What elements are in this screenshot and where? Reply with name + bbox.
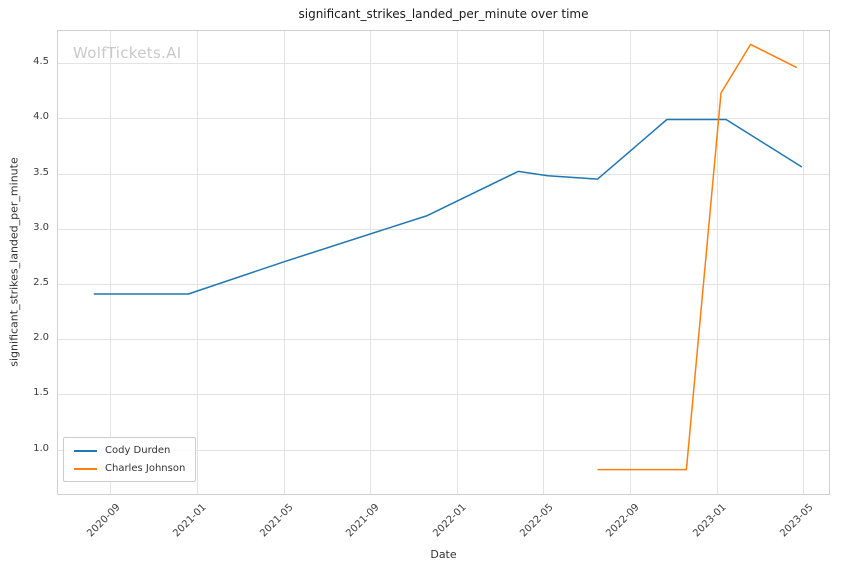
y-tick-label: 2.5 xyxy=(33,277,49,289)
chart-title: significant_strikes_landed_per_minute ov… xyxy=(298,7,589,21)
y-tick-label: 2.0 xyxy=(33,332,49,344)
plot-background xyxy=(57,30,830,495)
legend: Cody Durden Charles Johnson xyxy=(63,437,197,482)
y-tick-label: 4.0 xyxy=(33,111,49,123)
watermark: WolfTickets.AI xyxy=(73,44,182,62)
legend-label: Cody Durden xyxy=(105,445,171,456)
legend-item: Charles Johnson xyxy=(74,462,185,475)
y-tick-label: 1.5 xyxy=(33,387,49,399)
legend-label: Charles Johnson xyxy=(105,463,186,474)
y-tick-label: 4.5 xyxy=(33,56,49,68)
legend-line-swatch xyxy=(74,467,97,470)
legend-line-swatch xyxy=(74,449,97,452)
y-tick-label: 3.0 xyxy=(33,221,49,233)
y-tick-label: 3.5 xyxy=(33,166,49,178)
series-line-charles-johnson xyxy=(597,43,798,471)
x-axis-label: Date xyxy=(430,548,457,561)
y-tick-label: 1.0 xyxy=(33,442,49,454)
legend-item: Cody Durden xyxy=(74,444,185,457)
series-line-cody-durden xyxy=(93,118,803,295)
